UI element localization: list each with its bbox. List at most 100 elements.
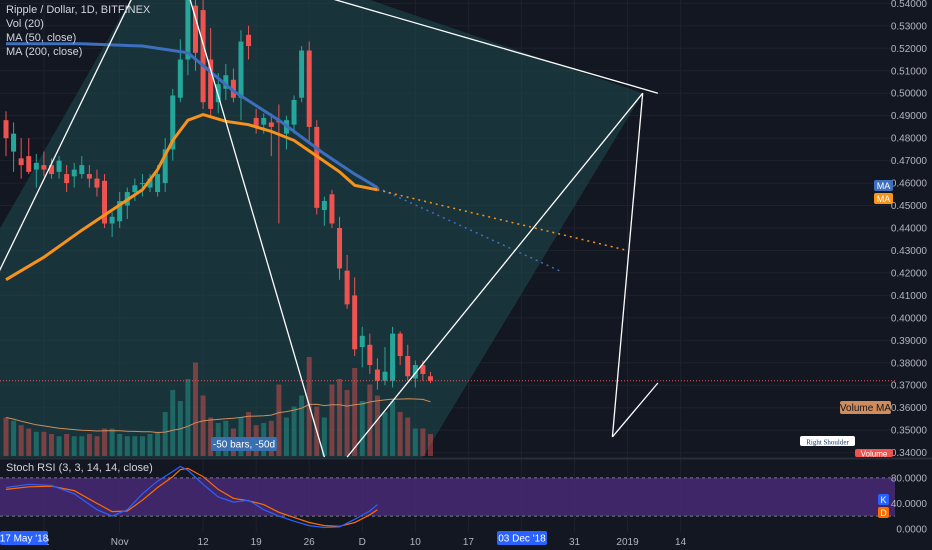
candle-body bbox=[352, 295, 358, 350]
volume-bar bbox=[86, 434, 92, 456]
price-tick-label: 0.35000 bbox=[891, 426, 928, 437]
moving-averages bbox=[0, 42, 895, 382]
axes: 0.54000 0.53000 0.52000 0.51000 0.50000 0.490… bbox=[38, 0, 927, 548]
ma200-line bbox=[6, 42, 379, 189]
price-tick-label: 0.48000 bbox=[891, 134, 928, 145]
volume-bar bbox=[147, 434, 153, 456]
volume-bar bbox=[94, 436, 100, 456]
legend-vol[interactable]: Vol (20) bbox=[6, 18, 44, 30]
volume-bar bbox=[276, 384, 282, 456]
volume-bar bbox=[155, 431, 161, 456]
ma50-axis-tag-text: MA bbox=[877, 194, 891, 204]
date-right-badge: 03 Dec '18 bbox=[497, 531, 547, 545]
candle-body bbox=[412, 365, 418, 379]
candle-body bbox=[56, 160, 62, 172]
volume-bar bbox=[64, 434, 70, 456]
volume-bar bbox=[352, 368, 358, 456]
legend-title[interactable]: Ripple / Dollar, 1D, BITFINEX bbox=[6, 4, 151, 16]
volume-ma-tag-bg bbox=[840, 401, 891, 414]
time-tick-label: 19 bbox=[251, 537, 263, 548]
stoch-band bbox=[0, 477, 895, 517]
price-tick-label: 0.39000 bbox=[891, 336, 928, 347]
candle-body bbox=[299, 50, 305, 98]
right-shoulder-label-bg bbox=[800, 436, 855, 446]
volume-bar bbox=[193, 362, 198, 456]
volume-bar bbox=[397, 412, 403, 456]
volume-bar bbox=[11, 420, 17, 456]
volume-bar bbox=[200, 395, 206, 456]
volume-bar bbox=[124, 436, 130, 456]
bars-tooltip-text: -50 bars, -50d bbox=[213, 440, 275, 451]
pattern-fill bbox=[0, 0, 643, 458]
volume-bar bbox=[170, 390, 176, 456]
volume-tag-text: Volume bbox=[861, 450, 888, 459]
time-tick-label: 10 bbox=[410, 537, 422, 548]
right-shoulder-label-text: Right Shoulder bbox=[806, 439, 849, 447]
volume-bar bbox=[48, 434, 54, 456]
volume-bar bbox=[420, 428, 426, 456]
candle-body bbox=[162, 149, 168, 184]
candle-body bbox=[223, 75, 229, 89]
volume-bar bbox=[33, 431, 39, 456]
volume-bar bbox=[109, 428, 115, 456]
candle-body bbox=[374, 369, 380, 381]
candle-body bbox=[238, 41, 244, 98]
volume-bar bbox=[238, 417, 244, 456]
price-tick-label: 0.37000 bbox=[891, 381, 928, 392]
volume-ma-tag: Volume MA bbox=[840, 401, 891, 414]
candle-body bbox=[11, 133, 17, 152]
candle-body bbox=[321, 201, 327, 211]
stoch-d-tag: D bbox=[878, 507, 889, 518]
candle-body bbox=[405, 356, 411, 377]
candle-body bbox=[102, 180, 108, 224]
candle-body bbox=[230, 79, 236, 98]
time-tick-label: 12 bbox=[198, 537, 210, 548]
candle-body bbox=[147, 178, 153, 188]
legend-ma50[interactable]: MA (50, close) bbox=[6, 32, 77, 44]
ma200-axis-tag-bg bbox=[874, 180, 893, 191]
pattern-area bbox=[0, 0, 643, 458]
price-tick-label: 0.54000 bbox=[891, 0, 928, 10]
legend-ma200[interactable]: MA (200, close) bbox=[6, 46, 83, 58]
candle-body bbox=[253, 117, 259, 127]
candle-body bbox=[79, 165, 85, 175]
price-tick-label: 0.51000 bbox=[891, 66, 928, 77]
price-tick-label: 0.53000 bbox=[891, 21, 928, 32]
volume-ma-tag-text: Volume MA bbox=[840, 403, 891, 414]
candle-body bbox=[48, 165, 54, 175]
ma200-axis-tag-text: MA bbox=[877, 181, 891, 191]
candle-body bbox=[71, 169, 77, 177]
candle-body bbox=[18, 158, 24, 166]
time-tick-label: 14 bbox=[675, 537, 687, 548]
price-tick-label: 0.50000 bbox=[891, 89, 928, 100]
candle-body bbox=[41, 165, 47, 170]
volume-bar bbox=[18, 425, 24, 456]
candle-body bbox=[170, 95, 176, 150]
volume-bar bbox=[321, 417, 327, 456]
volume-bar bbox=[412, 428, 418, 456]
candle-body bbox=[64, 174, 70, 184]
candle-body bbox=[268, 122, 274, 127]
candle-body bbox=[26, 156, 32, 172]
volume-bar bbox=[56, 436, 62, 456]
pattern-line bbox=[346, 92, 644, 458]
candle-body bbox=[139, 183, 145, 185]
volume-bar bbox=[102, 428, 108, 456]
right-shoulder-label: Right Shoulder bbox=[800, 436, 855, 447]
volume-bar bbox=[382, 412, 388, 456]
candle-body bbox=[33, 162, 39, 170]
pattern-line bbox=[0, 0, 132, 272]
stoch-tick-label: 80.0000 bbox=[891, 473, 928, 484]
ma50-projection bbox=[377, 189, 628, 252]
price-tick-label: 0.49000 bbox=[891, 111, 928, 122]
volume-bar bbox=[359, 401, 365, 456]
date-right-badge-bg bbox=[497, 531, 547, 545]
stoch-k-line bbox=[5, 465, 378, 529]
price-tick-label: 0.47000 bbox=[891, 156, 928, 167]
ma50-axis-tag: MA bbox=[874, 193, 893, 204]
candle-body bbox=[397, 333, 403, 357]
legend-stoch-rsi[interactable]: Stoch RSI (3, 3, 14, 14, close) bbox=[6, 462, 153, 474]
price-tick-label: 0.52000 bbox=[891, 44, 928, 55]
volume-bar bbox=[390, 401, 396, 456]
